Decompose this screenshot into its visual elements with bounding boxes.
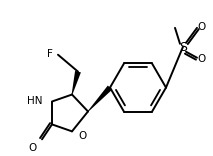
Polygon shape	[88, 85, 112, 112]
Text: O: O	[78, 131, 86, 141]
Polygon shape	[72, 71, 81, 95]
Text: O: O	[29, 143, 37, 153]
Text: HN: HN	[27, 95, 43, 105]
Text: S: S	[179, 41, 187, 54]
Text: F: F	[47, 49, 53, 59]
Text: O: O	[198, 22, 206, 32]
Text: O: O	[198, 54, 206, 64]
